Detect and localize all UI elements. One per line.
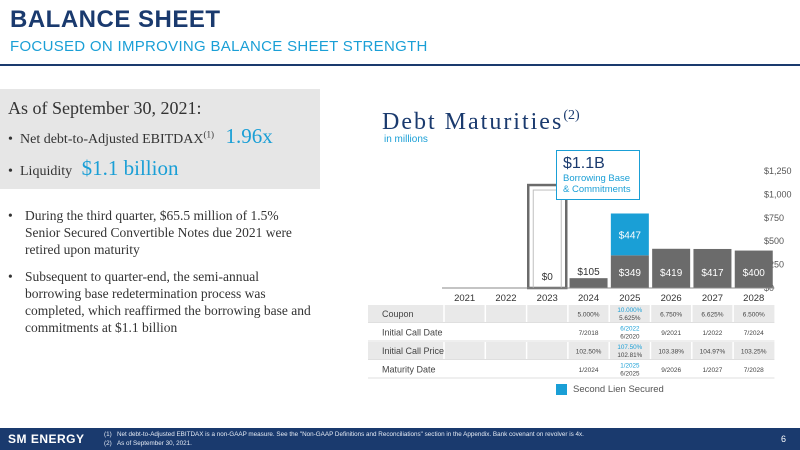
x-tick-label: 2023 [537,293,558,304]
company-logo: SM ENERGY [8,432,85,446]
table-row [368,342,775,359]
borrowing-base-bar [527,183,568,290]
bar-2025 [610,255,649,288]
title-divider [0,64,800,66]
page-number: 6 [781,434,787,444]
bar-2028 [734,250,773,288]
net-debt-label: Net debt-to-Adjusted EBITDAX [20,132,204,147]
table-cell-unsecured: 6/2020 [620,334,640,341]
x-tick-label: 2024 [578,293,599,304]
table-row-label: Initial Call Price [382,346,444,356]
table-cell: 104.97% [700,349,726,356]
table-row [368,305,775,322]
bar-label-2026: $419 [660,268,683,279]
bar-second-lien-2025 [610,213,649,256]
bullet-text: Subsequent to quarter-end, the semi-annu… [25,269,311,335]
table-cell: 102.50% [576,349,602,356]
borrowing-base-value: $1.1B [563,155,605,172]
table-cell: 6.500% [743,312,765,319]
table-cell-unsecured: 5.625% [619,315,641,322]
liquidity-bullet: • Liquidity $1.1 billion [8,156,179,180]
chart-title-footnote: (2) [563,108,580,123]
chart-title: Debt Maturities(2) [382,108,580,135]
bar-label-2025: $349 [619,268,642,279]
bar-2024 [569,278,608,288]
x-tick-label: 2025 [619,293,640,304]
table-cell-unsecured: 6/2025 [620,371,640,378]
net-debt-footnote: (1) [203,129,215,140]
table-row-label: Coupon [382,309,414,319]
table-row-label: Maturity Date [382,365,436,375]
borrowing-base-callout: $1.1B Borrowing Base & Commitments [556,150,640,200]
bar-label-second-lien: $447 [619,230,642,241]
legend-label: Second Lien Secured [573,384,664,395]
bar-2027 [693,248,732,288]
table-cell-secured: 1/2025 [620,363,640,370]
table-row [368,323,775,341]
x-tick-label: 2028 [743,293,764,304]
bar-label-2024: $105 [577,267,600,278]
bar-label-2028: $400 [743,268,766,279]
table-cell: 6.625% [701,312,723,319]
legend-swatch [556,384,567,395]
table-cell: 1/2027 [703,367,723,374]
table-cell-unsecured: 102.81% [617,352,642,359]
liquidity-label: Liquidity [20,164,73,179]
table-cell-secured: 10.000% [617,307,642,314]
y-tick-label: $1,250 [764,166,792,176]
footnote-2: (2) As of September 30, 2021. [104,440,192,447]
table-cell-secured: 6/2022 [620,326,640,333]
summary-panel [0,89,320,189]
net-debt-value: 1.96x [225,124,273,148]
page-subtitle: FOCUSED ON IMPROVING BALANCE SHEET STREN… [10,38,428,55]
y-tick-label: $750 [764,213,784,223]
y-tick-label: $1,000 [764,189,792,199]
bullet-text: During the third quarter, $65.5 million … [25,208,292,257]
x-tick-label: 2022 [495,293,516,304]
table-cell-secured: 107.50% [617,344,642,351]
chart-subtitle: in millions [384,134,428,145]
borrowing-base-label: Borrowing Base [563,173,631,184]
table-cell: 1/2022 [703,330,723,337]
table-cell: 103.38% [658,349,684,356]
table-row-label: Initial Call Date [382,328,443,338]
table-cell: 103.25% [741,349,767,356]
page-title: BALANCE SHEET [10,6,221,33]
y-tick-label: $250 [764,260,784,270]
commitments-label: & Commitments [563,184,631,195]
x-tick-label: 2021 [454,293,475,304]
table-cell: 9/2026 [661,367,681,374]
table-cell: 7/2028 [744,367,764,374]
bullet-borrowing-base: • Subsequent to quarter-end, the semi-ann… [8,268,314,336]
bar-label-2023: $0 [542,272,554,283]
x-tick-label: 2026 [661,293,682,304]
as-of-heading: As of September 30, 2021: [8,98,202,118]
bar-2026 [652,248,691,288]
bar-label-2027: $417 [701,268,724,279]
y-tick-label: $500 [764,236,784,246]
table-cell: 6.750% [660,312,682,319]
table-row [368,360,775,378]
net-debt-bullet: • Net debt-to-Adjusted EBITDAX(1) 1.96x [8,124,273,148]
footnote-1: (1) Net debt-to-Adjusted EBITDAX is a no… [104,431,584,438]
chart-legend: Second Lien Secured [556,384,664,395]
table-cell: 1/2024 [579,367,599,374]
x-tick-label: 2027 [702,293,723,304]
footer-bar [0,428,800,450]
table-cell: 7/2024 [744,330,764,337]
table-cell: 5.000% [578,312,600,319]
bullet-retired-notes: • During the third quarter, $65.5 million… [8,207,314,258]
table-cell: 7/2018 [579,330,599,337]
table-cell: 9/2021 [661,330,681,337]
liquidity-value: $1.1 billion [81,156,179,180]
